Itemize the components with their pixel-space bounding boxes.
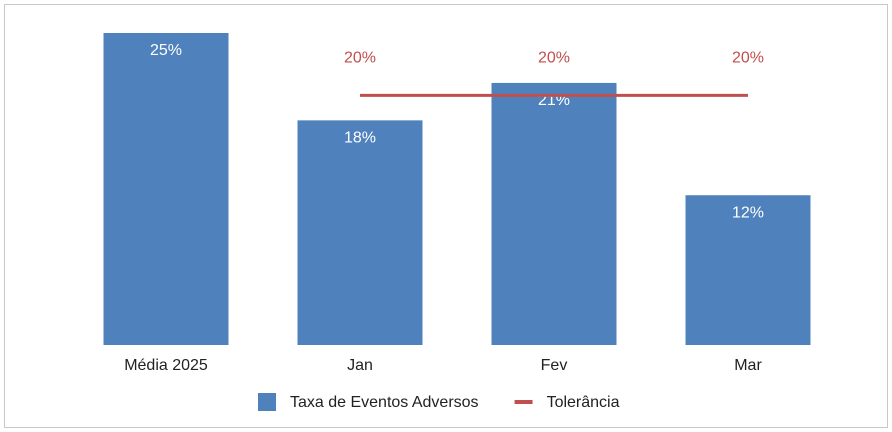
bar bbox=[297, 120, 423, 345]
bar bbox=[685, 195, 811, 345]
x-tick-label: Média 2025 bbox=[124, 357, 208, 374]
data-label: 20% bbox=[538, 50, 570, 67]
x-tick-label: Fev bbox=[541, 357, 568, 374]
legend-label: Taxa de Eventos Adversos bbox=[290, 394, 479, 411]
bar bbox=[491, 82, 617, 346]
bar bbox=[103, 33, 229, 345]
data-label: 25% bbox=[150, 42, 182, 59]
data-label: 12% bbox=[732, 204, 764, 221]
legend-swatch bbox=[258, 393, 276, 411]
x-tick-label: Mar bbox=[734, 357, 762, 374]
legend-label: Tolerância bbox=[547, 394, 620, 411]
data-label: 20% bbox=[732, 50, 764, 67]
data-label: 18% bbox=[344, 130, 376, 147]
x-tick-label: Jan bbox=[347, 357, 373, 374]
data-label: 20% bbox=[344, 50, 376, 67]
